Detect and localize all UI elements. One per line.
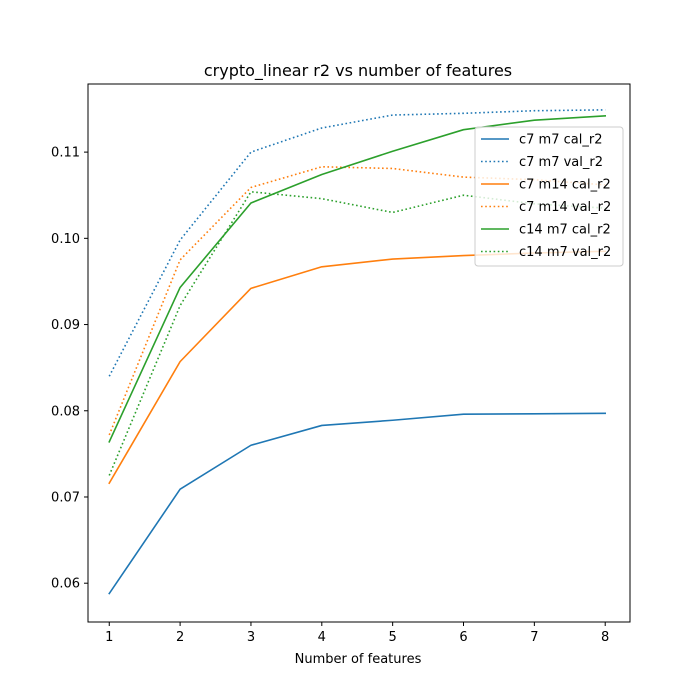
chart-title: crypto_linear r2 vs number of features <box>204 61 512 81</box>
legend-label: c14 m7 val_r2 <box>519 245 611 260</box>
legend-label: c7 m7 cal_r2 <box>519 133 602 148</box>
x-tick-label: 3 <box>247 630 255 645</box>
series-line-1 <box>108 109 606 377</box>
legend-label: c7 m14 cal_r2 <box>519 178 611 193</box>
axes-frame <box>87 83 631 623</box>
x-tick-label: 6 <box>459 630 467 645</box>
series-line-5 <box>108 190 606 476</box>
y-tick-label: 0.08 <box>51 404 80 419</box>
legend-label: c14 m7 cal_r2 <box>519 223 611 238</box>
series-line-0 <box>108 412 607 595</box>
x-tick-label: 1 <box>105 630 113 645</box>
x-tick-label: 7 <box>530 630 538 645</box>
legend-box <box>474 126 624 267</box>
x-tick-label: 2 <box>176 630 184 645</box>
y-tick-label: 0.10 <box>51 232 80 247</box>
axes-layer: 1 2 3 4 5 6 7 8 0.06 0.07 0.08 0.09 0.10 0.11 <box>51 83 631 645</box>
x-tick-label: 5 <box>389 630 397 645</box>
y-tick-label: 0.06 <box>51 577 80 592</box>
series-line-3 <box>108 165 606 436</box>
legend-label: c7 m14 val_r2 <box>519 200 611 215</box>
x-tick-label: 4 <box>318 630 326 645</box>
series-line-4 <box>108 115 607 443</box>
y-tick-label: 0.11 <box>51 146 80 161</box>
x-tick-label: 8 <box>601 630 609 645</box>
y-tick-label: 0.09 <box>51 318 80 333</box>
x-axis-title: Number of features <box>295 652 422 667</box>
legend-label: c7 m7 val_r2 <box>519 155 603 170</box>
y-tick-label: 0.07 <box>51 490 80 505</box>
legend: c7 m7 cal_r2 c7 m7 val_r2 c7 m14 cal_r2 c7 … <box>474 126 624 267</box>
